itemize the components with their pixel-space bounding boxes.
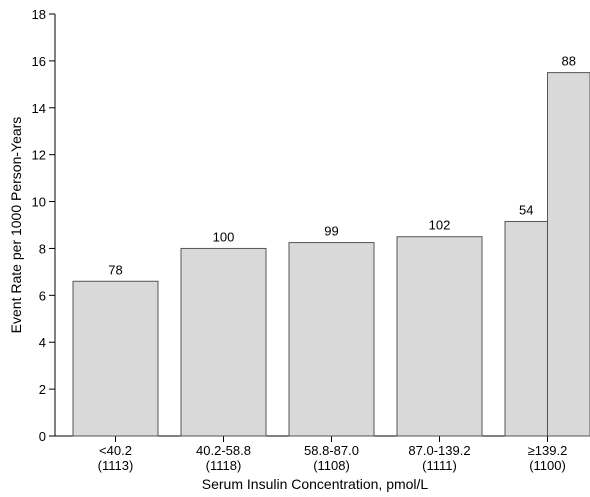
x-tick-count: (1108) bbox=[313, 458, 350, 473]
bar bbox=[396, 236, 483, 437]
x-tick-labels: <40.2(1113) 40.2-58.8(1118) 58.8-87.0(1108… bbox=[98, 443, 568, 473]
x-axis-title: Serum Insulin Concentration, pmol/L bbox=[202, 476, 429, 492]
x-tick-count: (1113) bbox=[98, 458, 134, 473]
bar-value-label: 102 bbox=[429, 218, 451, 233]
x-tick-label: 58.8-87.0 bbox=[304, 443, 359, 458]
y-axis: 0 2 4 6 8 10 12 14 16 18 bbox=[32, 7, 56, 444]
bar-value-label: 88 bbox=[562, 54, 576, 69]
x-tick-label: 87.0-139.2 bbox=[408, 443, 470, 458]
bars bbox=[72, 72, 590, 437]
bar bbox=[72, 280, 159, 437]
bar-value-label: 99 bbox=[324, 224, 338, 239]
bar-value-label: 78 bbox=[108, 262, 122, 277]
x-tick-label: <40.2 bbox=[99, 443, 132, 458]
y-tick-label: 0 bbox=[39, 429, 46, 444]
bar-value-label: 54 bbox=[519, 202, 533, 217]
y-tick-label: 10 bbox=[32, 195, 46, 210]
bar-value-labels: 78 100 99 102 54 88 bbox=[108, 54, 576, 278]
y-tick-label: 2 bbox=[39, 382, 46, 397]
y-axis-title: Event Rate per 1000 Person-Years bbox=[8, 117, 24, 334]
bar bbox=[504, 220, 548, 437]
y-tick-label: 8 bbox=[39, 241, 46, 256]
y-tick-label: 14 bbox=[32, 101, 46, 116]
bar bbox=[547, 72, 590, 437]
x-axis bbox=[55, 435, 590, 442]
y-tick-label: 4 bbox=[39, 335, 46, 350]
y-tick-label: 12 bbox=[32, 148, 46, 163]
bar bbox=[288, 242, 375, 437]
x-tick-label: ≥139.2 bbox=[528, 443, 568, 458]
x-tick-label: 40.2-58.8 bbox=[196, 443, 251, 458]
y-tick-label: 16 bbox=[32, 54, 46, 69]
bar-value-label: 100 bbox=[213, 229, 235, 244]
y-tick-label: 6 bbox=[39, 288, 46, 303]
bar bbox=[180, 247, 267, 437]
x-tick-count: (1111) bbox=[422, 458, 457, 473]
y-tick-label: 18 bbox=[32, 7, 46, 22]
x-tick-count: (1118) bbox=[206, 458, 242, 473]
x-tick-count: (1100) bbox=[529, 458, 566, 473]
